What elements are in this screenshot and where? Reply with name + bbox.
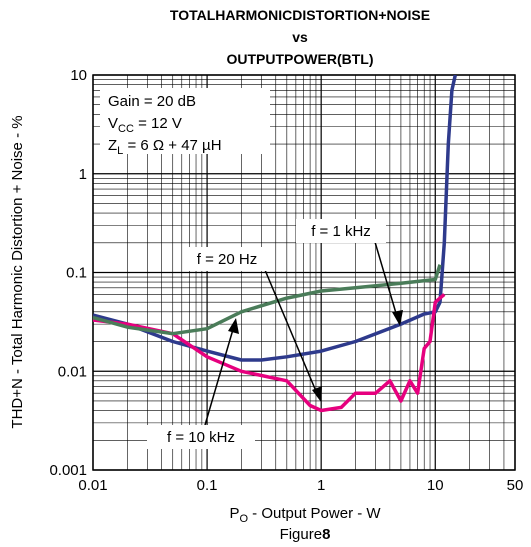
plot-area xyxy=(92,74,516,471)
x-tick-label: 10 xyxy=(427,477,444,494)
arrowhead xyxy=(392,310,403,326)
series-line xyxy=(93,293,446,413)
arrow xyxy=(374,241,399,321)
arrow xyxy=(264,269,319,397)
arrow xyxy=(204,325,235,426)
series-label: f = 1 kHz xyxy=(311,223,371,240)
condition: ZL = 6 Ω + 47 µH xyxy=(108,137,222,157)
annotations: Gain = 20 dB VCC = 12 V ZL = 6 Ω + 47 µH… xyxy=(100,88,403,449)
arrowhead xyxy=(228,318,239,334)
label-box xyxy=(296,219,386,243)
x-tick-label: 50 xyxy=(507,477,524,494)
series-label: f = 10 kHz xyxy=(167,429,235,446)
series-line xyxy=(93,264,442,336)
series-label: f = 20 Hz xyxy=(197,251,257,268)
x-tick-label: 1 xyxy=(317,477,325,494)
y-tick-label: 1 xyxy=(79,166,87,183)
caption: Figure8 xyxy=(280,526,331,543)
plot-frame xyxy=(92,74,516,471)
chart-title: vs xyxy=(292,29,308,45)
arrowhead xyxy=(312,386,322,402)
y-tick-label: 0.1 xyxy=(66,265,87,282)
x-tick-label: 0.1 xyxy=(197,477,218,494)
conditions-box xyxy=(100,88,270,154)
y-tick-label: 0.001 xyxy=(49,462,87,479)
x-axis-label: PO - Output Power - W xyxy=(229,505,381,525)
chart-title: OUTPUTPOWER(BTL) xyxy=(227,51,374,67)
condition: VCC = 12 V xyxy=(108,115,182,135)
y-tick-label: 0.01 xyxy=(58,363,87,380)
chart-title: TOTALHARMONICDISTORTION+NOISE xyxy=(170,7,430,23)
label-box xyxy=(183,247,271,271)
y-tick-label: 10 xyxy=(70,67,87,84)
y-axis-label: THD+N - Total Harmonic Distortion + Nois… xyxy=(9,115,26,428)
condition: Gain = 20 dB xyxy=(108,93,196,110)
x-tick-label: 0.01 xyxy=(78,477,107,494)
label-box xyxy=(147,425,255,449)
